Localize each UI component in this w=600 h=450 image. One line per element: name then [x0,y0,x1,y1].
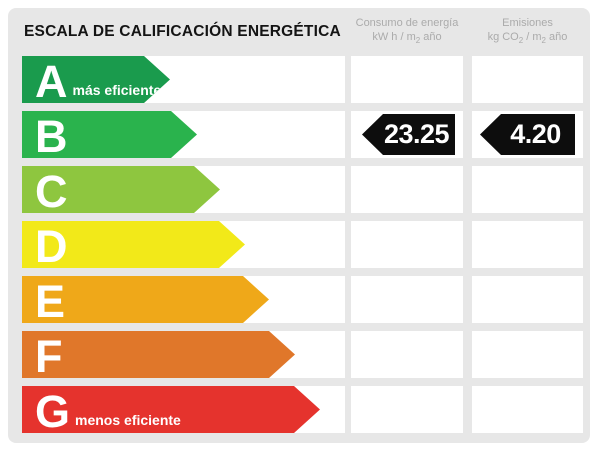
rating-letter-f: F [35,330,63,382]
emisiones-header-unit: kg CO2 / m2 año [487,30,568,46]
consumo-value: 23.25 [383,119,450,149]
consumo-cell-e [351,276,463,323]
rating-bar-g: G menos eficiente [22,386,320,433]
page-title: ESCALA DE CALIFICACIÓN ENERGÉTICA [24,23,341,40]
rating-row-e: E [22,276,583,323]
rating-bar-d: D [22,221,245,268]
consumo-cell-g [351,386,463,433]
consumo-cell-c [351,166,463,213]
rating-letter-d: D [35,220,68,272]
rating-row-g: G menos eficiente [22,386,583,433]
rating-bar-label-g: menos eficiente [75,412,181,428]
emisiones-cell-f [472,331,583,378]
rating-bar-c: C [22,166,220,213]
rating-scale-cell-f: F [22,331,345,378]
emisiones-cell-e [472,276,583,323]
emisiones-cell-b: 4.20 [472,111,583,158]
rating-bar-e: E [22,276,269,323]
rating-bar-b: B [22,111,197,158]
rating-letter-e: E [35,275,66,327]
rating-row-d: D [22,221,583,268]
consumo-cell-b: 23.25 [351,111,463,158]
consumo-cell-a [351,56,463,103]
rating-row-b: B 23.25 4.20 [22,111,583,158]
emisiones-cell-d [472,221,583,268]
header: ESCALA DE CALIFICACIÓN ENERGÉTICA Consum… [8,8,590,56]
rating-bar-f: F [22,331,295,378]
rating-scale-cell-b: B [22,111,345,158]
energy-rating-panel: ESCALA DE CALIFICACIÓN ENERGÉTICA Consum… [8,8,590,443]
column-header-emisiones: Emisiones kg CO2 / m2 año [472,8,583,56]
rating-letter-b: B [35,110,68,162]
rating-letter-a: A [35,55,68,107]
rating-scale-cell-c: C [22,166,345,213]
consumo-value-tag: 23.25 [362,114,455,155]
emisiones-cell-c [472,166,583,213]
consumo-cell-f [351,331,463,378]
rating-scale-cell-d: D [22,221,345,268]
emisiones-cell-g [472,386,583,433]
emisiones-header-line1: Emisiones [502,16,553,29]
rating-row-a: A más eficiente [22,56,583,103]
rating-row-c: C [22,166,583,213]
rating-bar-a: A más eficiente [22,56,170,103]
rating-letter-g: G [35,385,71,437]
rating-letter-c: C [35,165,68,217]
consumo-cell-d [351,221,463,268]
consumo-header-line1: Consumo de energía [355,16,459,29]
rating-bar-label-a: más eficiente [72,82,162,98]
rating-scale-cell-g: G menos eficiente [22,386,345,433]
rating-scale-cell-e: E [22,276,345,323]
rating-rows: A más eficiente B 23.25 4.20 [22,56,583,441]
consumo-header-unit: kW h / m2 año [372,30,442,46]
emisiones-value: 4.20 [510,119,561,149]
emisiones-cell-a [472,56,583,103]
rating-row-f: F [22,331,583,378]
column-header-consumo: Consumo de energía kW h / m2 año [351,8,463,56]
emisiones-value-tag: 4.20 [480,114,575,155]
rating-scale-cell-a: A más eficiente [22,56,345,103]
